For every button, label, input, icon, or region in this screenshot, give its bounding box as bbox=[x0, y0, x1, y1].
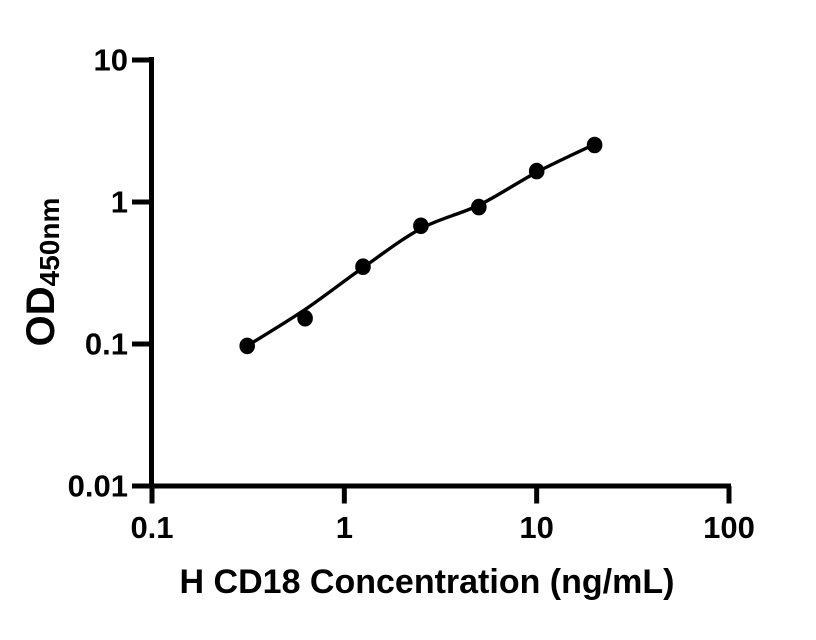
x-tick-label: 100 bbox=[703, 510, 755, 545]
data-point-marker bbox=[297, 309, 313, 327]
y-axis-title-main: OD bbox=[19, 286, 63, 347]
data-point-marker bbox=[528, 162, 545, 180]
y-tick-label: 10 bbox=[93, 42, 128, 78]
y-axis-title: OD 450nm bbox=[19, 197, 65, 347]
x-axis-title: H CD18 Concentration (ng/mL) bbox=[179, 563, 675, 601]
x-tick-label: 1 bbox=[335, 510, 353, 545]
x-tick-label: 10 bbox=[519, 510, 554, 545]
data-point-marker bbox=[471, 198, 487, 216]
y-tick-label: 1 bbox=[110, 184, 128, 220]
y-tick-label: 0.01 bbox=[67, 468, 128, 504]
x-tick-label: 0.1 bbox=[130, 510, 174, 545]
data-point-marker bbox=[355, 258, 371, 276]
data-point-marker bbox=[413, 217, 429, 235]
data-point-marker bbox=[586, 136, 603, 154]
y-axis-title-sub: 450nm bbox=[34, 197, 65, 287]
data-point-marker bbox=[239, 337, 255, 355]
y-tick-label: 0.1 bbox=[84, 326, 128, 362]
